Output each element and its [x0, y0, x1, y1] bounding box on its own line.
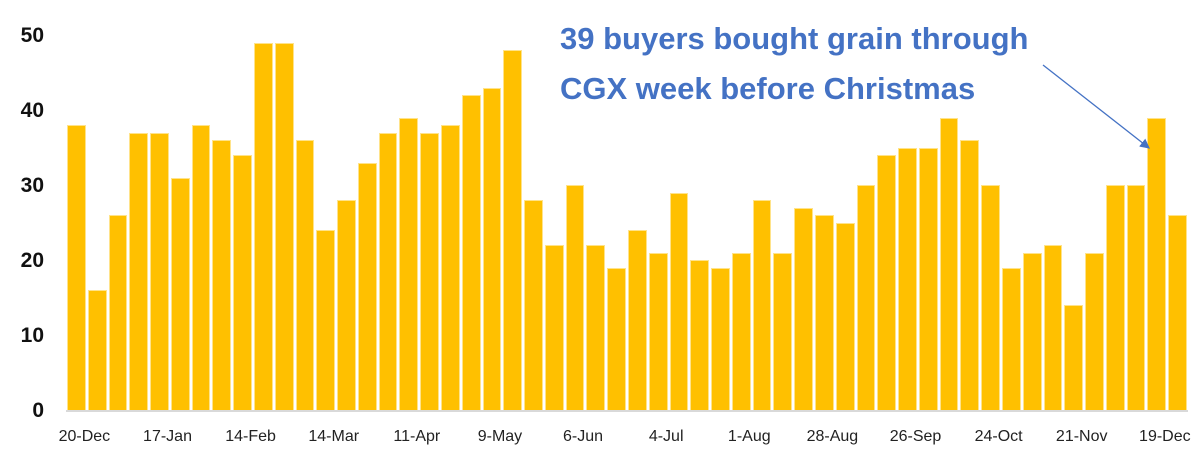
bar [295, 140, 315, 410]
bar [337, 200, 356, 410]
x-tick-label: 20-Dec [58, 428, 111, 445]
bar [150, 132, 169, 410]
bar [565, 185, 585, 410]
bar [607, 267, 626, 410]
bar [461, 95, 481, 410]
annotation-text: 39 buyers bought grain through CGX week … [560, 14, 1028, 114]
x-tick-label: 6-Jun [563, 428, 604, 445]
y-tick-label: 40 [20, 99, 44, 122]
bar [399, 117, 419, 410]
x-tick-label: 24-Oct [974, 428, 1023, 445]
x-tick-label: 19-Dec [1139, 428, 1191, 445]
bar [898, 147, 917, 410]
bar [503, 50, 523, 410]
bar [815, 215, 834, 410]
bar [835, 222, 855, 410]
bar [441, 125, 460, 410]
x-tick-label: 11-Apr [393, 428, 441, 445]
bar [212, 140, 232, 410]
x-tick-label: 14-Mar [308, 428, 360, 445]
bar [731, 252, 751, 410]
bar [316, 230, 336, 410]
bar [711, 267, 730, 410]
bar [586, 245, 606, 410]
x-tick-label: 21-Nov [1055, 428, 1108, 445]
bar [378, 132, 398, 410]
bar [1126, 185, 1146, 410]
x-tick-label: 1-Aug [727, 428, 771, 445]
bar [1105, 185, 1125, 410]
x-tick-label: 9-May [477, 428, 523, 445]
bar [108, 215, 128, 410]
y-tick-label: 50 [20, 24, 44, 47]
bar [918, 147, 938, 410]
annotation-line-2: CGX week before Christmas [560, 71, 976, 106]
bar [628, 230, 647, 410]
bar [1002, 267, 1021, 410]
bar [1064, 305, 1084, 410]
bar [524, 200, 543, 410]
y-tick-label: 20 [20, 249, 44, 272]
bar [1022, 252, 1042, 410]
y-tick-label: 0 [32, 399, 44, 422]
bar [1147, 117, 1167, 410]
bar [87, 290, 107, 410]
bar [752, 200, 772, 410]
bar [420, 132, 439, 410]
bar [690, 260, 710, 410]
x-tick-label: 14-Feb [225, 428, 276, 445]
bar [67, 125, 86, 410]
bar [233, 155, 252, 410]
bar [981, 185, 1000, 410]
x-tick-label: 17-Jan [143, 428, 192, 445]
bar [191, 125, 211, 410]
bar [170, 177, 190, 410]
bar [254, 42, 273, 410]
bar [1043, 245, 1063, 410]
bar [648, 252, 668, 410]
x-tick-label: 26-Sep [889, 428, 942, 445]
bar [877, 155, 897, 410]
bar [773, 252, 793, 410]
bar [939, 117, 959, 410]
bar [856, 185, 876, 410]
bar [960, 140, 980, 410]
plot-area [66, 0, 1188, 412]
y-tick-label: 30 [20, 174, 44, 197]
annotation-line-1: 39 buyers bought grain through [560, 21, 1029, 56]
bar [1085, 252, 1104, 410]
x-tick-label: 4-Jul [648, 428, 684, 445]
x-tick-label: 28-Aug [806, 428, 859, 445]
bar [669, 192, 689, 410]
bar [274, 42, 294, 410]
bar [482, 87, 502, 410]
bar [357, 162, 377, 410]
bar [129, 132, 149, 410]
bar [544, 245, 564, 410]
bar [794, 207, 813, 410]
y-tick-label: 10 [20, 324, 44, 347]
bar [1168, 215, 1187, 410]
